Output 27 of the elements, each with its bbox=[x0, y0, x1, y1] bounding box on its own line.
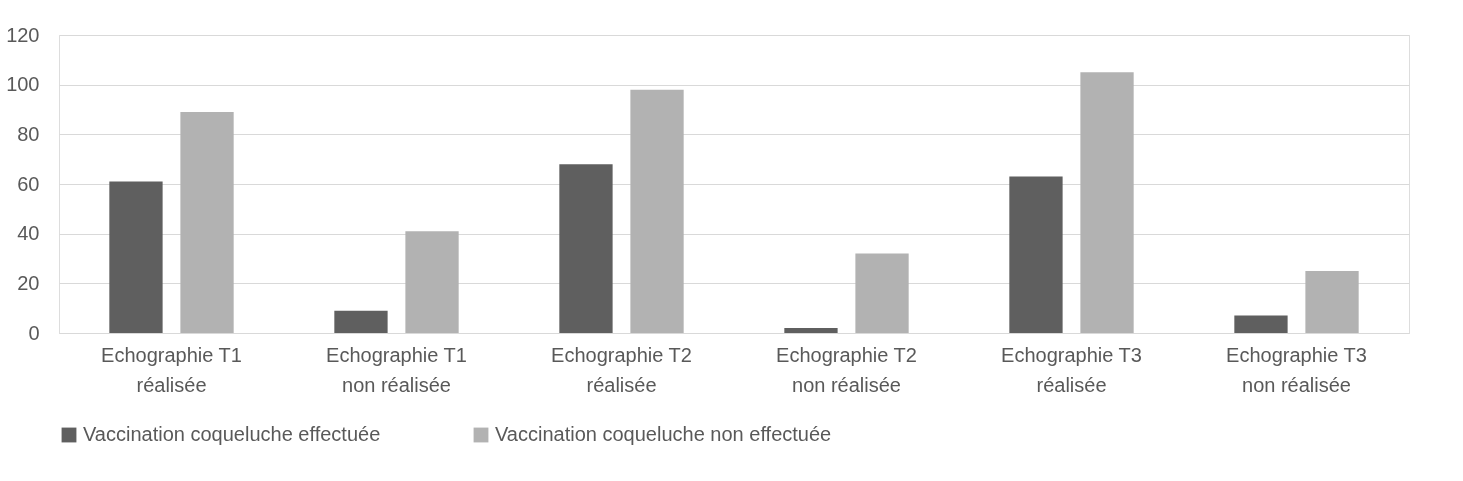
bar bbox=[630, 89, 684, 333]
legend-label: Vaccination coqueluche effectuée bbox=[83, 423, 381, 445]
x-tick-label: Echographie T3 non réalisée bbox=[1226, 343, 1367, 396]
y-tick-label: 100 bbox=[6, 73, 40, 96]
y-tick-label: 0 bbox=[28, 321, 40, 344]
bar bbox=[559, 164, 613, 333]
bar bbox=[334, 310, 388, 333]
bar bbox=[855, 253, 909, 333]
bar bbox=[784, 328, 838, 333]
x-tick-label: Echographie T2 non réalisée bbox=[776, 343, 917, 396]
bar bbox=[405, 231, 459, 333]
y-tick-label: 20 bbox=[17, 271, 40, 294]
bar bbox=[180, 111, 234, 333]
bar bbox=[1080, 72, 1134, 333]
bar bbox=[1009, 176, 1063, 333]
bar bbox=[1234, 315, 1288, 333]
y-tick-label: 60 bbox=[17, 172, 40, 195]
legend-label: Vaccination coqueluche non effectuée bbox=[495, 423, 832, 445]
x-tick-label: Echographie T1 non réalisée bbox=[326, 343, 467, 396]
y-tick-label: 120 bbox=[6, 23, 40, 46]
y-tick-label: 40 bbox=[17, 222, 40, 245]
x-tick-label: Echographie T1 réalisée bbox=[101, 343, 242, 396]
bar bbox=[109, 181, 163, 333]
x-tick-label: Echographie T3 réalisée bbox=[1001, 343, 1142, 396]
y-tick-label: 80 bbox=[17, 122, 40, 145]
x-tick-label: Echographie T2 réalisée bbox=[551, 343, 692, 396]
bar bbox=[1305, 270, 1359, 333]
